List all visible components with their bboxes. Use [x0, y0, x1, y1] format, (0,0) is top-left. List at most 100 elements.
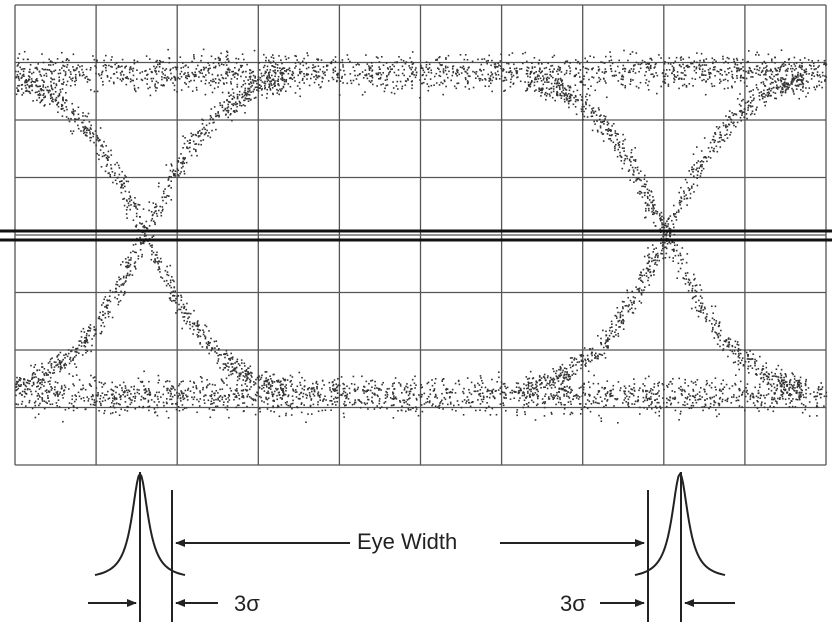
noise-dot — [142, 71, 144, 73]
noise-dot — [113, 73, 115, 75]
noise-dot — [342, 59, 344, 61]
noise-dot — [111, 382, 113, 384]
noise-dot — [414, 376, 416, 378]
noise-dot — [136, 224, 138, 226]
noise-dot — [464, 59, 466, 61]
noise-dot — [569, 62, 571, 64]
noise-dot — [116, 387, 118, 389]
noise-dot — [237, 84, 239, 86]
noise-dot — [229, 71, 231, 73]
noise-dot — [614, 398, 616, 400]
noise-dot — [269, 77, 271, 79]
noise-dot — [551, 412, 553, 414]
noise-dot — [233, 399, 235, 401]
noise-dot — [324, 395, 326, 397]
noise-dot — [255, 383, 257, 385]
noise-dot — [264, 390, 266, 392]
noise-dot — [180, 309, 182, 311]
noise-dot — [429, 64, 431, 66]
noise-dot — [475, 73, 477, 75]
noise-dot — [83, 133, 85, 135]
noise-dot — [250, 372, 252, 374]
noise-dot — [228, 92, 230, 94]
noise-dot — [99, 398, 101, 400]
noise-dot — [119, 167, 121, 169]
noise-dot — [109, 397, 111, 399]
noise-dot — [243, 395, 245, 397]
noise-dot — [805, 409, 807, 411]
noise-dot — [69, 76, 71, 78]
noise-dot — [774, 57, 776, 59]
noise-dot — [601, 401, 603, 403]
noise-dot — [727, 62, 729, 64]
noise-dot — [261, 75, 263, 77]
noise-dot — [60, 368, 62, 370]
noise-dot — [90, 404, 92, 406]
noise-dot — [166, 68, 168, 70]
noise-dot — [259, 408, 261, 410]
noise-dot — [486, 60, 488, 62]
noise-dot — [203, 334, 205, 336]
noise-dot — [302, 78, 304, 80]
noise-dot — [173, 291, 175, 293]
noise-dot — [518, 387, 520, 389]
noise-dot — [217, 86, 219, 88]
noise-dot — [612, 63, 614, 65]
noise-dot — [95, 67, 97, 69]
noise-dot — [82, 112, 84, 114]
noise-dot — [265, 398, 267, 400]
noise-dot — [699, 60, 701, 62]
noise-dot — [84, 331, 86, 333]
noise-dot — [627, 404, 629, 406]
noise-dot — [51, 363, 53, 365]
noise-dot — [273, 57, 275, 59]
noise-dot — [691, 407, 693, 409]
noise-dot — [320, 394, 322, 396]
noise-dot — [19, 380, 21, 382]
noise-dot — [624, 399, 626, 401]
noise-dot — [801, 66, 803, 68]
noise-dot — [178, 157, 180, 159]
noise-dot — [198, 144, 200, 146]
noise-dot — [551, 413, 553, 415]
noise-dot — [23, 75, 25, 77]
noise-dot — [365, 54, 367, 56]
noise-dot — [262, 81, 264, 83]
noise-dot — [25, 79, 27, 81]
noise-dot — [593, 402, 595, 404]
noise-dot — [185, 77, 187, 79]
noise-dot — [214, 341, 216, 343]
noise-dot — [516, 77, 518, 79]
noise-dot — [76, 366, 78, 368]
noise-dot — [277, 64, 279, 66]
noise-dot — [680, 411, 682, 413]
noise-dot — [103, 299, 105, 301]
noise-dot — [121, 185, 123, 187]
noise-dot — [709, 385, 711, 387]
noise-dot — [281, 384, 283, 386]
noise-dot — [358, 64, 360, 66]
noise-dot — [566, 70, 568, 72]
noise-dot — [36, 386, 38, 388]
noise-dot — [776, 401, 778, 403]
noise-dot — [133, 68, 135, 70]
noise-dot — [575, 59, 577, 61]
noise-dot — [201, 73, 203, 75]
noise-dot — [221, 399, 223, 401]
noise-dot — [231, 103, 233, 105]
noise-dot — [724, 71, 726, 73]
noise-dot — [31, 385, 33, 387]
noise-dot — [151, 80, 153, 82]
noise-dot — [75, 355, 77, 357]
noise-dot — [151, 220, 153, 222]
noise-dot — [605, 82, 607, 84]
noise-dot — [408, 65, 410, 67]
noise-dot — [171, 399, 173, 401]
noise-dot — [268, 86, 270, 88]
noise-dot — [274, 85, 276, 87]
noise-dot — [228, 375, 230, 377]
noise-dot — [789, 406, 791, 408]
noise-dot — [612, 389, 614, 391]
noise-dot — [612, 75, 614, 77]
noise-dot — [236, 78, 238, 80]
